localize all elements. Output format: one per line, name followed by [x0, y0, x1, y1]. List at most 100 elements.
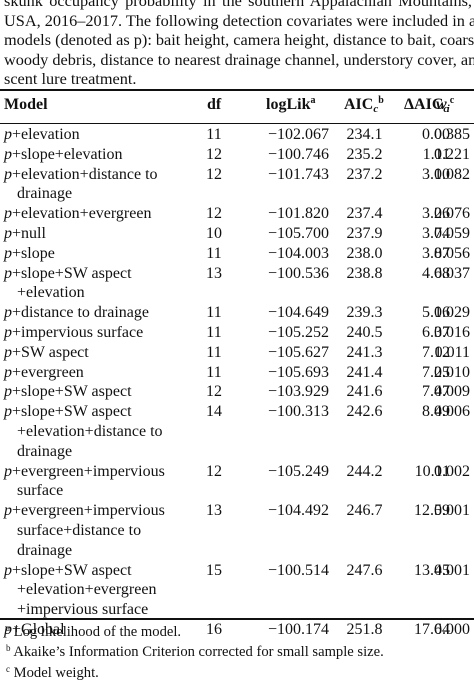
model-text: +distance to drainage	[12, 304, 149, 322]
cell-delta-aic: 3.26	[422, 205, 450, 223]
cell-weight: 0.029	[434, 304, 470, 322]
footnote-a: a Log likelihood of the model.	[6, 623, 182, 641]
cell-df: 12	[206, 205, 222, 223]
cell-loglik: −100.313	[267, 403, 329, 421]
cell-model: p+elevation+evergreen	[4, 204, 194, 224]
model-text: drainage	[17, 185, 73, 203]
cell-aic: 235.2	[346, 145, 383, 163]
cell-model: p+evergreen+impervious surface	[4, 462, 194, 502]
model-text: +slope+SW aspect	[12, 403, 132, 421]
cell-aic: 241.6	[346, 383, 383, 401]
cell-delta-aic: 12.59	[414, 502, 450, 520]
cell-model: p+slope+SW aspect +elevation+evergreen +im…	[4, 561, 194, 620]
model-text: +elevation	[12, 126, 80, 143]
cell-aic: 244.2	[346, 462, 383, 480]
header-loglik: logLika	[266, 95, 316, 114]
cell-weight: 0.011	[434, 343, 470, 361]
model-text: +elevation+distance to	[17, 422, 163, 440]
cell-df: 16	[206, 621, 222, 638]
header-model: Model	[4, 96, 48, 113]
cell-aic: 237.2	[346, 165, 383, 183]
cell-aic: 238.8	[346, 264, 383, 282]
detection-p: p	[4, 244, 12, 262]
cell-df: 11	[206, 324, 222, 341]
cell-weight: 0.221	[434, 145, 470, 163]
cell-aic: 240.5	[346, 324, 383, 341]
cell-model: p+slope+elevation	[4, 145, 194, 165]
cell-loglik: −100.536	[267, 264, 329, 282]
model-text: +SW aspect	[12, 343, 89, 361]
detection-p: p	[4, 462, 12, 480]
cell-df: 11	[206, 363, 222, 381]
detection-p: p	[4, 205, 12, 223]
cell-aic: 234.1	[346, 126, 383, 143]
model-text: surface+distance to	[17, 521, 142, 539]
cell-delta-aic: 8.49	[422, 403, 450, 421]
cell-df: 11	[206, 304, 222, 322]
detection-p: p	[4, 165, 12, 183]
model-text: +slope+SW aspect	[12, 383, 132, 401]
cell-loglik: −105.693	[267, 363, 329, 381]
model-text: +elevation+evergreen	[17, 581, 157, 599]
cell-loglik: −105.252	[267, 324, 329, 341]
cell-aic: 238.0	[346, 244, 383, 262]
cell-loglik: −101.743	[267, 165, 329, 183]
table-header-rule	[0, 123, 474, 124]
cell-loglik: −100.746	[267, 145, 329, 163]
cell-weight: 0.082	[434, 165, 470, 183]
cell-df: 12	[206, 165, 222, 183]
cell-df: 11	[206, 244, 222, 262]
cell-weight: 0.010	[434, 363, 470, 381]
cell-loglik: −101.820	[267, 205, 329, 223]
cell-df: 13	[206, 502, 222, 520]
cell-loglik: −104.003	[267, 244, 329, 262]
cell-model: p+evergreen	[4, 363, 194, 383]
model-text: +Global	[12, 621, 65, 638]
model-text: +impervious surface	[12, 324, 144, 341]
footnote-b: b Akaike’s Information Criterion correct…	[6, 643, 384, 661]
cell-loglik: −104.492	[267, 502, 329, 520]
cell-aic: 247.6	[346, 561, 383, 579]
cell-delta-aic: 7.47	[422, 383, 450, 401]
cell-model: p+slope+SW aspect +elevation+distance to d…	[4, 402, 194, 461]
cell-delta-aic: 17.64	[414, 621, 450, 638]
model-text: +null	[12, 225, 46, 242]
cell-loglik: −105.627	[267, 343, 329, 361]
cell-aic: 241.3	[346, 343, 383, 361]
cell-model: p+evergreen+impervious surface+distance t…	[4, 501, 194, 560]
detection-p: p	[4, 383, 12, 401]
cell-weight: 0.006	[434, 403, 470, 421]
cell-delta-aic: 3.74	[422, 225, 450, 242]
cell-delta-aic: 5.16	[422, 304, 450, 322]
model-text: +evergreen+impervious	[12, 462, 165, 480]
cell-weight: 0.009	[434, 383, 470, 401]
detection-p: p	[4, 264, 12, 282]
model-text: surface	[17, 482, 64, 500]
cell-weight: 0.001	[434, 561, 470, 579]
caption-line: skunk occupancy probability in the south…	[4, 0, 472, 10]
detection-p: p	[4, 304, 12, 322]
model-text: +elevation+distance to	[12, 165, 158, 183]
cell-model: p+SW aspect	[4, 343, 194, 363]
detection-p: p	[4, 403, 12, 421]
model-text: drainage	[17, 442, 73, 460]
model-text: +impervious surface	[17, 601, 149, 619]
model-text: +slope	[12, 244, 55, 262]
cell-delta-aic: 6.37	[422, 324, 450, 341]
caption-line: USA, 2016–2017. The following detection …	[4, 10, 474, 30]
cell-loglik: −103.929	[267, 383, 329, 401]
cell-delta-aic: 3.10	[422, 165, 450, 183]
cell-weight: 0.016	[434, 324, 470, 341]
cell-weight: 0.076	[434, 205, 470, 223]
cell-df: 15	[206, 561, 222, 579]
detection-p: p	[4, 343, 12, 361]
model-text: +elevation+evergreen	[12, 205, 152, 223]
cell-delta-aic: 1.11	[422, 145, 450, 163]
detection-p: p	[4, 126, 12, 143]
model-text: +evergreen	[12, 363, 84, 381]
cell-loglik: −102.067	[267, 126, 329, 143]
model-text: +slope+elevation	[12, 145, 123, 163]
table-bottom-rule	[0, 618, 474, 620]
cell-weight: 0.385	[434, 126, 470, 143]
table-top-rule	[0, 89, 474, 91]
